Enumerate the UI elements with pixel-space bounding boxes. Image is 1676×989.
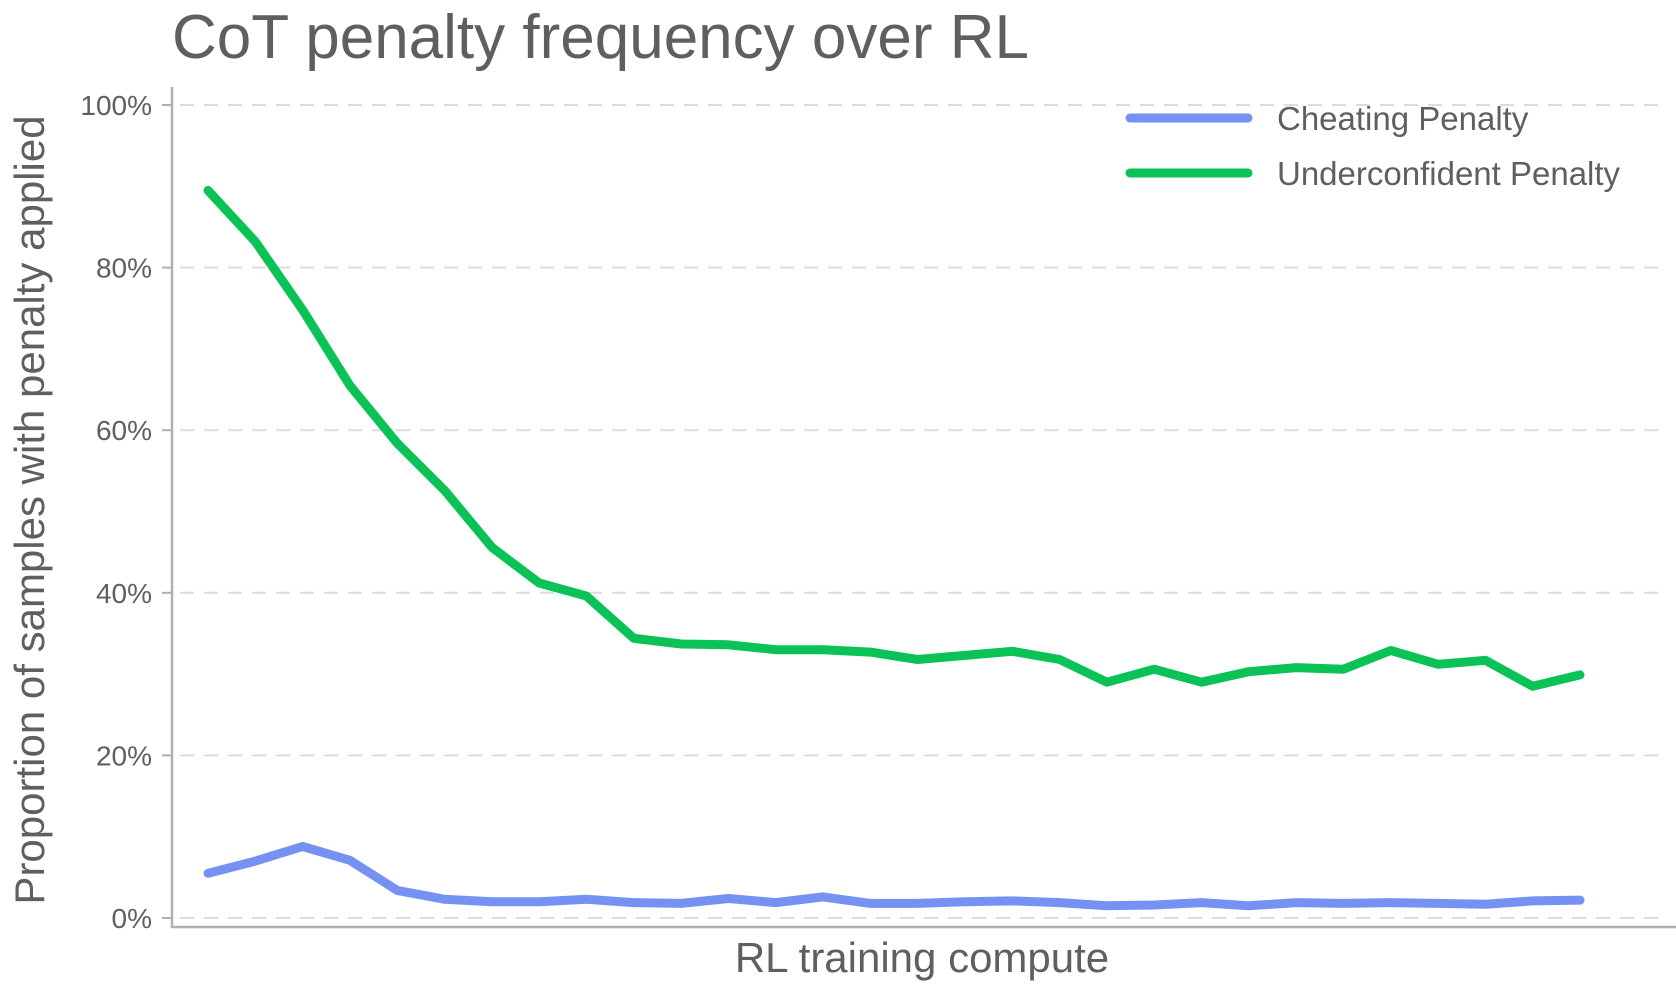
y-tick-label: 40%	[96, 578, 152, 609]
legend-label-cheating-penalty: Cheating Penalty	[1277, 100, 1529, 137]
y-tick-label: 0%	[112, 903, 152, 934]
y-tick-label: 80%	[96, 253, 152, 284]
y-tick-label: 100%	[80, 90, 152, 121]
y-tick-label: 60%	[96, 415, 152, 446]
series-lines	[203, 185, 1585, 911]
legend: Cheating Penalty Underconfident Penalty	[1125, 100, 1621, 192]
series-line-underconfident-penalty	[203, 185, 1585, 691]
grid	[180, 104, 1660, 919]
y-axis-label: Proportion of samples with penalty appli…	[6, 115, 53, 904]
legend-label-underconfident-penalty: Underconfident Penalty	[1277, 155, 1621, 192]
chart-title: CoT penalty frequency over RL	[172, 3, 1029, 72]
x-axis-label: RL training compute	[735, 934, 1109, 981]
axes	[170, 87, 1676, 929]
series-line-cheating-penalty	[203, 842, 1585, 911]
y-tick-label: 20%	[96, 740, 152, 771]
y-ticks: 0% 20% 40% 60% 80% 100%	[80, 90, 172, 934]
